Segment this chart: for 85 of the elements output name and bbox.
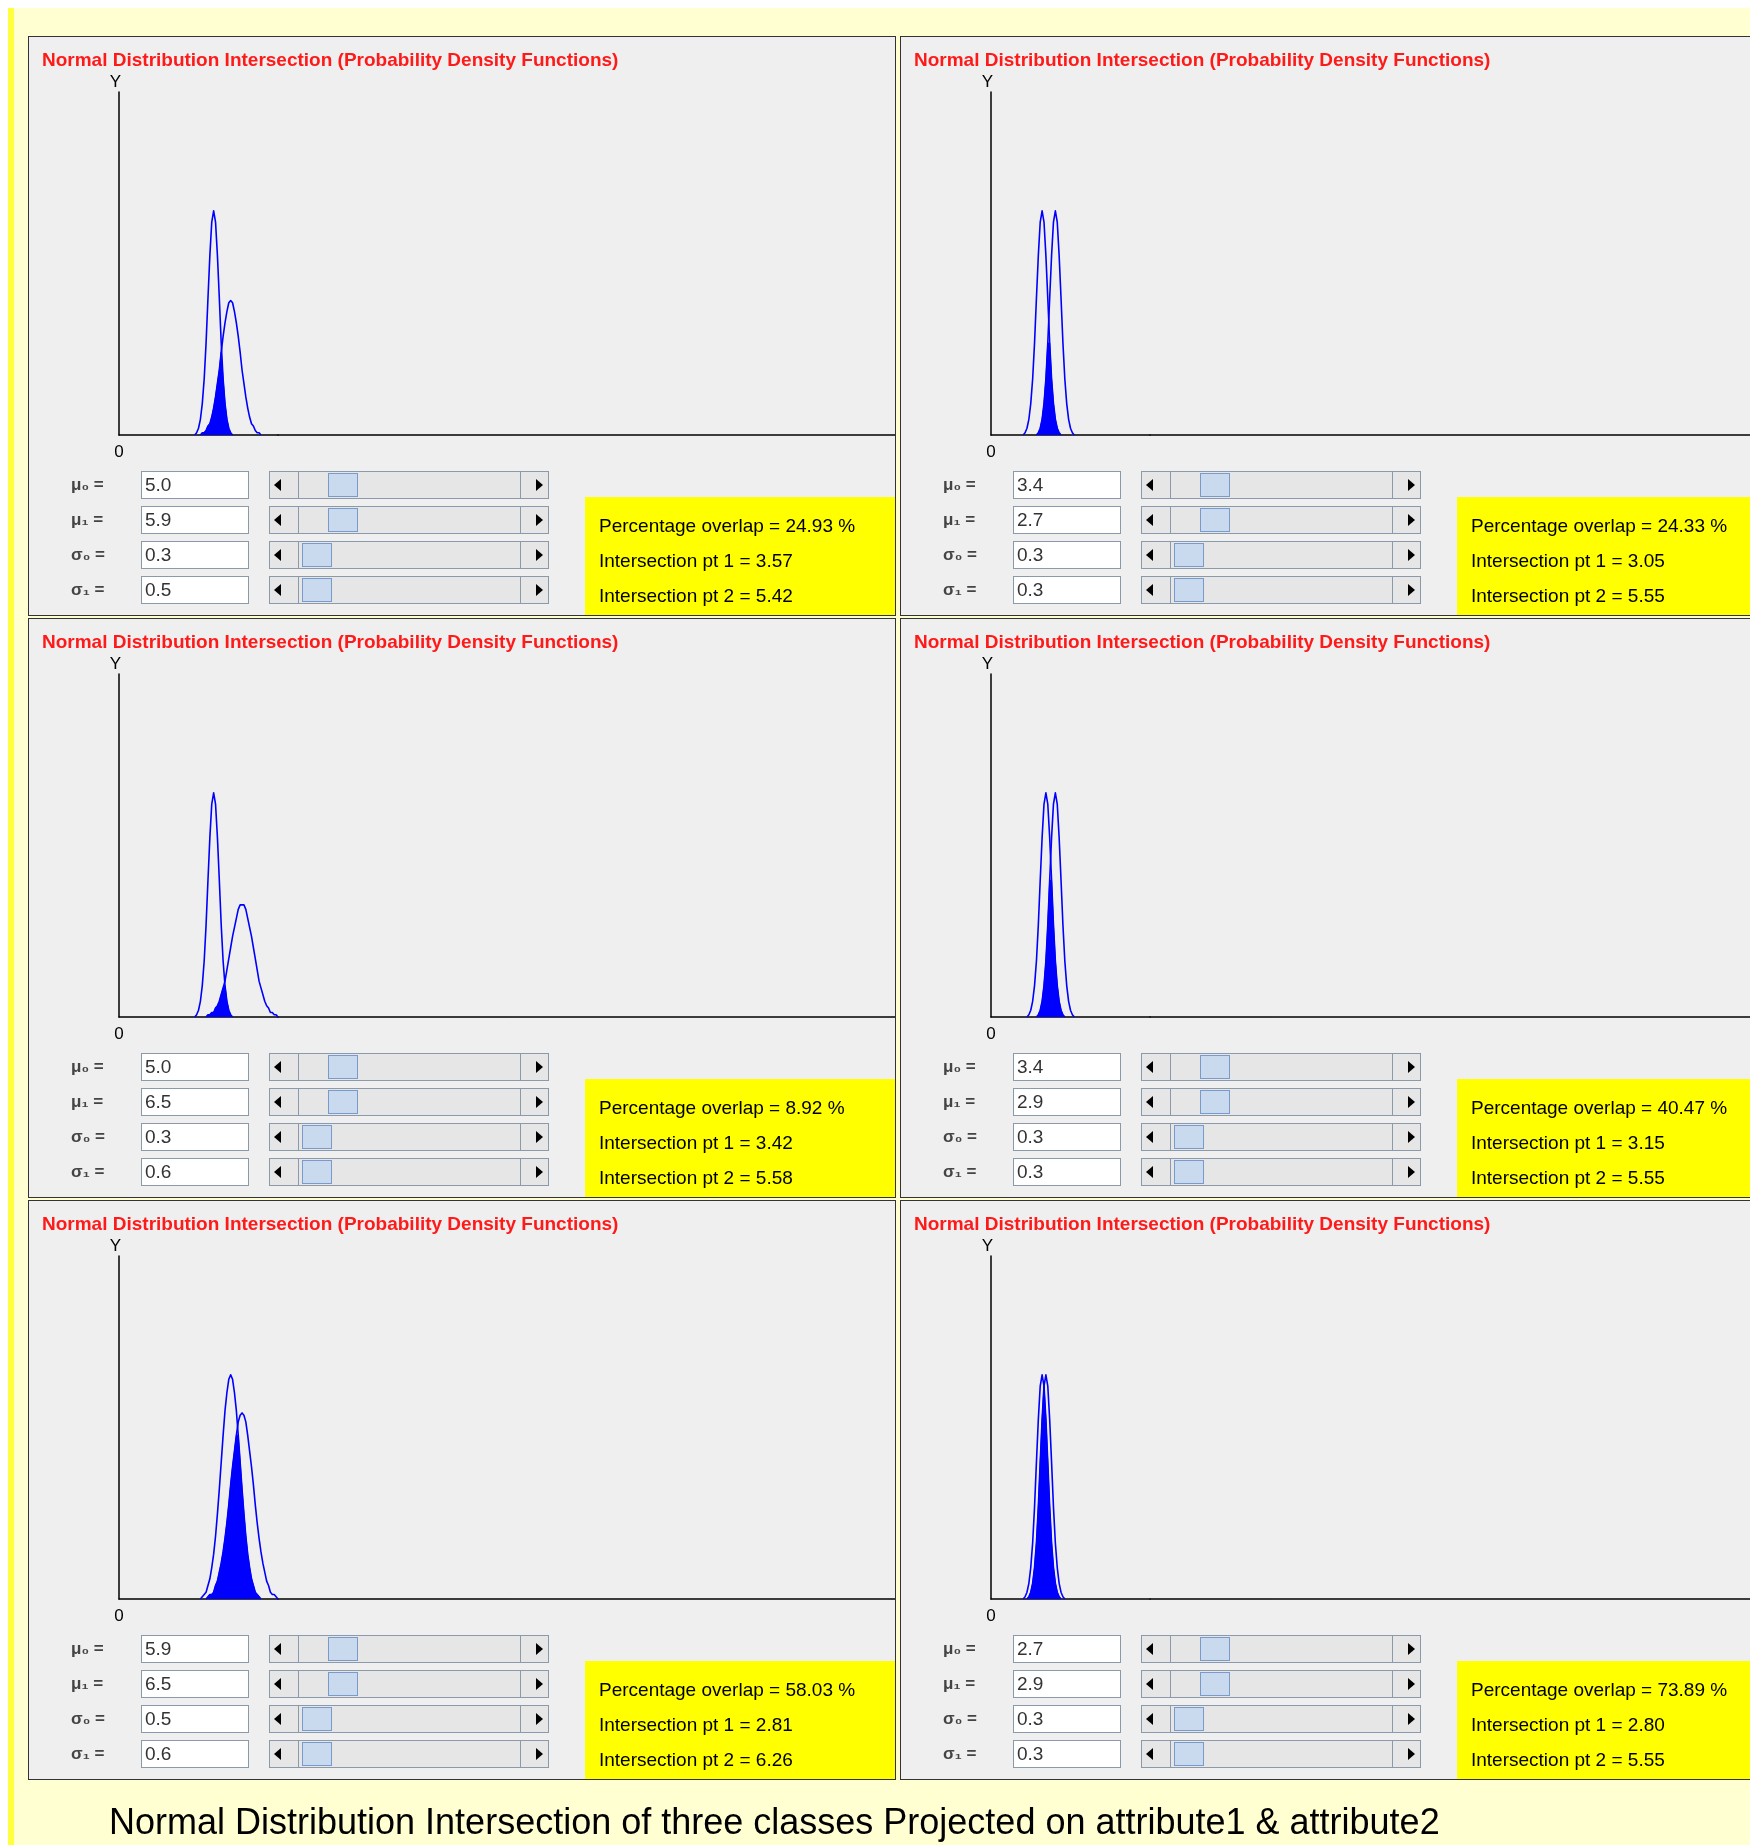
text: Percentage overlap = 8.92 %: [599, 1097, 845, 1119]
text: Normal Distribution Intersection (Probability Density Functions): [42, 1213, 619, 1234]
text-field: 5.0: [141, 1053, 249, 1081]
text: μ₁ =: [71, 1092, 104, 1111]
text-field: 0.3: [1013, 576, 1121, 604]
text: μ₀ =: [71, 1057, 104, 1076]
text-field: 5.9: [141, 1635, 249, 1663]
text: σ₀ =: [71, 545, 105, 564]
text: Intersection pt 1 = 3.05: [1471, 550, 1665, 572]
text: μ₀ =: [71, 475, 104, 494]
text: σ₀ =: [71, 1127, 105, 1146]
text: Percentage overlap = 24.93 %: [599, 515, 856, 537]
text-field: 3.4: [1013, 471, 1121, 499]
text-field: 0.3: [141, 541, 249, 569]
text: Intersection pt 1 = 2.80: [1471, 1714, 1665, 1736]
text: σ₀ =: [943, 1709, 977, 1728]
text: Normal Distribution Intersection (Probability Density Functions): [914, 631, 1491, 652]
text: 0: [986, 1606, 996, 1625]
text-field: 0.3: [141, 1123, 249, 1151]
text-field: 0.3: [1013, 1123, 1121, 1151]
text: μ₀ =: [943, 475, 976, 494]
text: σ₀ =: [943, 545, 977, 564]
y-axis-title: Y: [981, 1236, 993, 1255]
text: Normal Distribution Intersection of three classes Projected on attribute1 & attribute2: [109, 1800, 1440, 1844]
text: Intersection pt 2 = 5.42: [599, 585, 793, 607]
text-field: 6.5: [141, 1670, 249, 1698]
text: Percentage overlap = 73.89 %: [1471, 1679, 1728, 1701]
text-field: 0.3: [1013, 1158, 1121, 1186]
y-axis-title: Y: [109, 1236, 121, 1255]
text-field: 0.6: [141, 1740, 249, 1768]
text: Intersection pt 1 = 3.15: [1471, 1132, 1665, 1154]
text: Intersection pt 2 = 5.58: [599, 1167, 793, 1189]
text-field: 0.6: [141, 1158, 249, 1186]
text: Normal Distribution Intersection (Probability Density Functions): [914, 49, 1491, 70]
y-axis-title: Y: [109, 72, 121, 91]
text: μ₀ =: [943, 1639, 976, 1658]
text: 0: [986, 442, 996, 461]
y-axis-title: Y: [981, 72, 993, 91]
text-field: 0.3: [1013, 541, 1121, 569]
text-field: 0.5: [141, 1705, 249, 1733]
text: Percentage overlap = 40.47 %: [1471, 1097, 1728, 1119]
text: σ₁ =: [943, 1744, 977, 1763]
text: μ₀ =: [71, 1639, 104, 1658]
text-field: 6.5: [141, 1088, 249, 1116]
text: Intersection pt 2 = 5.55: [1471, 1749, 1665, 1771]
text: σ₁ =: [943, 580, 977, 599]
text-field: 0.5: [141, 576, 249, 604]
text-field: 5.9: [141, 506, 249, 534]
text: Percentage overlap = 58.03 %: [599, 1679, 856, 1701]
text: σ₁ =: [71, 1744, 105, 1763]
text: μ₁ =: [943, 1092, 976, 1111]
text: Intersection pt 2 = 5.55: [1471, 585, 1665, 607]
text: σ₀ =: [943, 1127, 977, 1146]
text-field: 5.0: [141, 471, 249, 499]
text: Normal Distribution Intersection (Probability Density Functions): [42, 631, 619, 652]
text-field: 2.9: [1013, 1670, 1121, 1698]
text-field: 2.9: [1013, 1088, 1121, 1116]
text: σ₁ =: [71, 1162, 105, 1181]
text: Intersection pt 2 = 6.26: [599, 1749, 793, 1771]
text: Normal Distribution Intersection (Probability Density Functions): [42, 49, 619, 70]
text: Percentage overlap = 24.33 %: [1471, 515, 1728, 537]
text: 0: [114, 1606, 124, 1625]
text: μ₁ =: [943, 510, 976, 529]
text-field: 3.4: [1013, 1053, 1121, 1081]
text: 0: [986, 1024, 996, 1043]
text: Intersection pt 1 = 2.81: [599, 1714, 793, 1736]
y-axis-title: Y: [981, 654, 993, 673]
text-field: 0.3: [1013, 1740, 1121, 1768]
text-field: 2.7: [1013, 506, 1121, 534]
text: μ₁ =: [943, 1674, 976, 1693]
y-axis-title: Y: [109, 654, 121, 673]
text: Intersection pt 1 = 3.42: [599, 1132, 793, 1154]
text: 0: [114, 442, 124, 461]
text-field: 2.7: [1013, 1635, 1121, 1663]
text: σ₁ =: [943, 1162, 977, 1181]
text: Intersection pt 2 = 5.55: [1471, 1167, 1665, 1189]
text: Normal Distribution Intersection (Probability Density Functions): [914, 1213, 1491, 1234]
text: σ₀ =: [71, 1709, 105, 1728]
text: μ₁ =: [71, 510, 104, 529]
text-field: 0.3: [1013, 1705, 1121, 1733]
text: σ₁ =: [71, 580, 105, 599]
text: 0: [114, 1024, 124, 1043]
text: μ₀ =: [943, 1057, 976, 1076]
text: μ₁ =: [71, 1674, 104, 1693]
text: Intersection pt 1 = 3.57: [599, 550, 793, 572]
